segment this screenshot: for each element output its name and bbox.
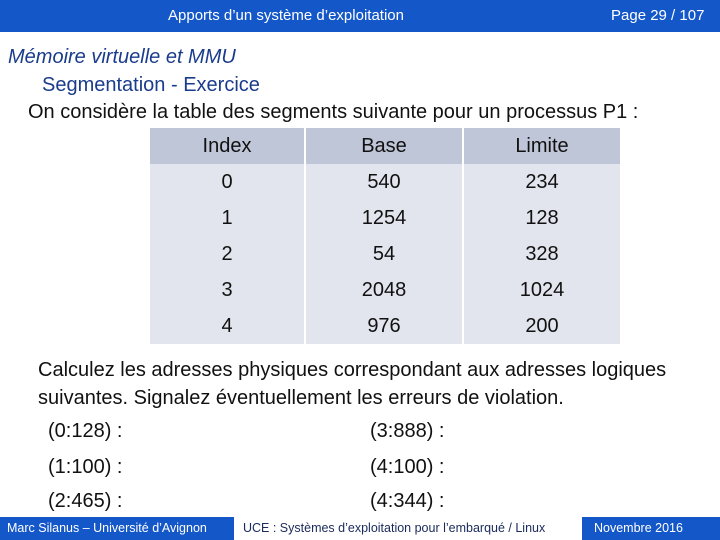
slide-subheading: Segmentation - Exercice xyxy=(42,74,260,96)
footer-bar: Marc Silanus – Université d’Avignon UCE … xyxy=(0,517,720,540)
table-row: 2 54 328 xyxy=(150,236,620,272)
cell-index: 1 xyxy=(150,200,306,236)
cell-limit: 234 xyxy=(464,164,620,200)
cell-limit: 200 xyxy=(464,308,620,344)
footer-course-box: UCE : Systèmes d’exploitation pour l’emb… xyxy=(234,517,582,540)
table-row: 0 540 234 xyxy=(150,164,620,200)
cell-base: 54 xyxy=(306,236,464,272)
cell-base: 2048 xyxy=(306,272,464,308)
slide-heading: Mémoire virtuelle et MMU xyxy=(8,46,236,68)
intro-text: On considère la table des segments suiva… xyxy=(28,101,639,123)
cell-base: 976 xyxy=(306,308,464,344)
logical-address: (4:344) : xyxy=(370,490,445,512)
column-header-limit: Limite xyxy=(464,128,620,164)
table-row: 1 1254 128 xyxy=(150,200,620,236)
cell-limit: 1024 xyxy=(464,272,620,308)
cell-index: 2 xyxy=(150,236,306,272)
table-row: 3 2048 1024 xyxy=(150,272,620,308)
cell-limit: 328 xyxy=(464,236,620,272)
exercise-question: Calculez les adresses physiques correspo… xyxy=(38,359,667,409)
cell-index: 0 xyxy=(150,164,306,200)
segment-table: Index Base Limite 0 540 234 1 1254 128 2… xyxy=(150,128,620,344)
cell-base: 1254 xyxy=(306,200,464,236)
column-header-index: Index xyxy=(150,128,306,164)
table-row: 4 976 200 xyxy=(150,308,620,344)
logical-address: (4:100) : xyxy=(370,456,445,478)
table-header-row: Index Base Limite xyxy=(150,128,620,164)
logical-address: (3:888) : xyxy=(370,420,445,442)
page-counter: Page 29 / 107 xyxy=(611,7,705,24)
cell-base: 540 xyxy=(306,164,464,200)
column-header-base: Base xyxy=(306,128,464,164)
header-bar: Apports d’un système d’exploitation Page… xyxy=(0,0,720,32)
footer-date: Novembre 2016 xyxy=(594,521,683,535)
cell-index: 3 xyxy=(150,272,306,308)
logical-address: (1:100) : xyxy=(48,456,123,478)
footer-author: Marc Silanus – Université d’Avignon xyxy=(7,521,207,535)
logical-address: (2:465) : xyxy=(48,490,123,512)
footer-course: UCE : Systèmes d’exploitation pour l’emb… xyxy=(243,521,546,535)
slide-section-title: Apports d’un système d’exploitation xyxy=(168,7,404,24)
logical-address: (0:128) : xyxy=(48,420,123,442)
cell-index: 4 xyxy=(150,308,306,344)
cell-limit: 128 xyxy=(464,200,620,236)
